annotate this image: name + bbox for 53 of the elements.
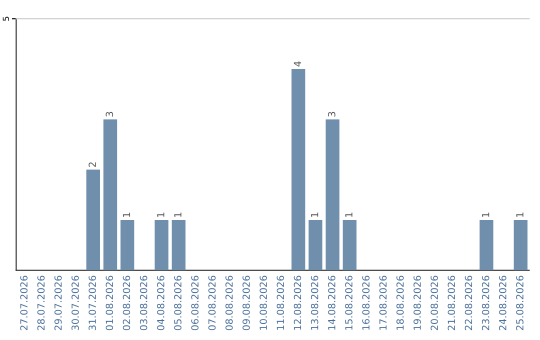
x-tick-label: 14.08.2026 (328, 276, 336, 330)
bar (154, 220, 168, 270)
x-tick-label: 27.07.2026 (20, 276, 28, 330)
bar (120, 220, 134, 270)
x-tick-label: 12.08.2026 (294, 276, 302, 330)
bar (480, 220, 494, 270)
data-label: 1 (482, 212, 490, 217)
x-tick-label: 24.08.2026 (499, 276, 506, 330)
x-tick-label: 01.08.2026 (106, 276, 114, 330)
x-tick-label: 18.08.2026 (396, 276, 404, 330)
x-tick-label: 31.07.2026 (88, 276, 96, 330)
bar (103, 119, 118, 270)
data-label: 1 (311, 212, 318, 217)
x-tick-label: 04.08.2026 (157, 276, 164, 330)
data-label: 1 (157, 212, 164, 217)
x-tick-label: 23.08.2026 (482, 276, 490, 330)
x-tick-label: 21.08.2026 (448, 276, 456, 330)
x-tick-label: 19.08.2026 (414, 276, 421, 330)
data-label: 1 (516, 212, 524, 217)
bar (326, 119, 340, 270)
x-tick-label: 25.08.2026 (516, 276, 524, 330)
x-tick-label: 16.08.2026 (362, 276, 370, 330)
x-tick-label: 17.08.2026 (379, 276, 387, 330)
x-tick-label: 07.08.2026 (208, 276, 216, 330)
x-tick-label: 05.08.2026 (174, 276, 182, 330)
bar (292, 69, 306, 270)
bar (172, 220, 186, 270)
x-tick-label: 22.08.2026 (464, 276, 472, 330)
x-tick-label: 09.08.2026 (242, 276, 250, 330)
data-label: 1 (174, 212, 182, 217)
x-tick-label: 28.07.2026 (37, 276, 45, 330)
y-tick-label: 5 (2, 16, 10, 21)
x-tick-label: 29.07.2026 (54, 276, 62, 330)
data-label: 4 (294, 61, 302, 67)
bar (86, 170, 100, 270)
bar (514, 220, 528, 270)
x-tick-label: 11.08.2026 (276, 276, 284, 330)
data-label: 1 (345, 212, 352, 217)
data-label: 3 (106, 112, 114, 117)
data-label: 3 (328, 112, 336, 117)
x-tick-label: 10.08.2026 (260, 276, 267, 330)
data-label: 1 (122, 212, 130, 217)
x-tick-label: 08.08.2026 (225, 276, 233, 330)
x-tick-label: 06.08.2026 (191, 276, 199, 330)
bar (308, 220, 322, 270)
x-tick-label: 02.08.2026 (122, 276, 130, 330)
bar (342, 220, 356, 270)
x-tick-label: 03.08.2026 (140, 276, 148, 330)
x-tick-label: 15.08.2026 (345, 276, 352, 330)
x-tick-label: 30.07.2026 (72, 276, 79, 330)
x-tick-label: 13.08.2026 (310, 276, 318, 330)
x-tick-label: 20.08.2026 (430, 276, 438, 330)
data-label: 2 (88, 162, 96, 167)
